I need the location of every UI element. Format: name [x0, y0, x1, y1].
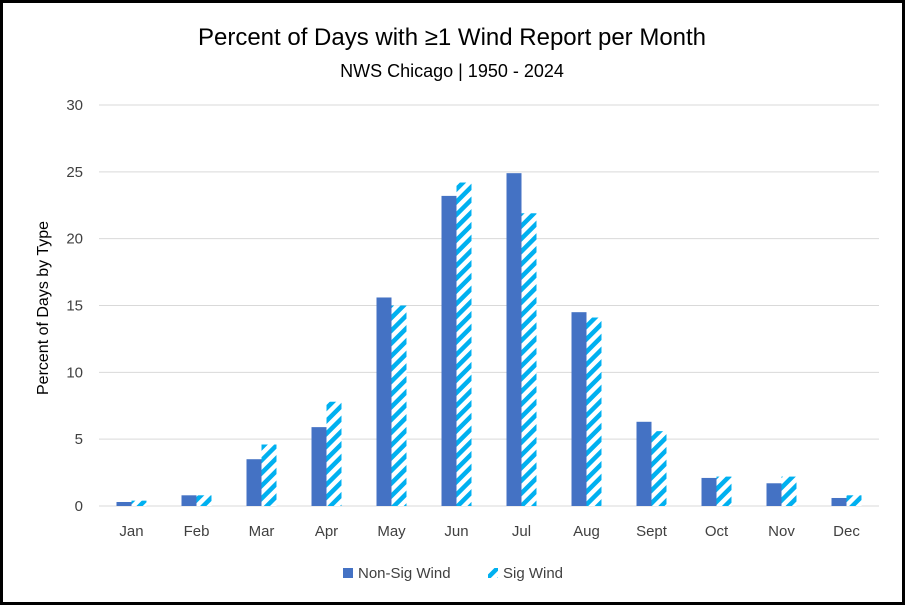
bar-non-sig-wind-oct: [701, 477, 717, 506]
x-tick-label: Nov: [768, 523, 795, 540]
bar-non-sig-wind-sept: [636, 421, 652, 506]
bar-sig-wind-aug: [586, 317, 602, 506]
bar-sig-wind-may: [391, 305, 407, 506]
bar-sig-wind-dec: [846, 495, 862, 506]
chart-title: Percent of Days with ≥1 Wind Report per …: [198, 24, 706, 51]
bar-non-sig-wind-dec: [831, 497, 847, 506]
x-tick-label: Feb: [184, 523, 210, 540]
x-tick-label: Apr: [315, 523, 338, 540]
legend-swatch-non-sig-wind: [343, 568, 353, 578]
bar-non-sig-wind-apr: [311, 427, 327, 506]
bar-sig-wind-oct: [716, 476, 732, 506]
legend-label-sig-wind: Sig Wind: [503, 565, 563, 582]
x-tick-label: Mar: [249, 523, 275, 540]
bar-non-sig-wind-mar: [246, 459, 262, 506]
bar-sig-wind-apr: [326, 401, 342, 506]
bar-sig-wind-mar: [261, 444, 277, 506]
x-tick-label: Jul: [512, 523, 531, 540]
bar-non-sig-wind-feb: [181, 495, 197, 506]
bar-sig-wind-jul: [521, 213, 537, 506]
x-tick-label: Aug: [573, 523, 600, 540]
chart-subtitle: NWS Chicago | 1950 - 2024: [340, 61, 564, 81]
y-tick-label: 20: [66, 231, 83, 248]
y-tick-label: 30: [66, 97, 83, 114]
bar-sig-wind-jun: [456, 182, 472, 506]
y-tick-label: 10: [66, 364, 83, 381]
x-tick-label: Jan: [119, 523, 143, 540]
bar-sig-wind-nov: [781, 476, 797, 506]
x-tick-label: Dec: [833, 523, 860, 540]
bar-sig-wind-jan: [131, 500, 147, 506]
legend-swatch-sig-wind: [488, 568, 498, 578]
chart-canvas: Percent of Days with ≥1 Wind Report per …: [35, 24, 879, 582]
x-tick-label: May: [377, 523, 406, 540]
x-tick-label: Oct: [705, 523, 729, 540]
y-tick-label: 5: [75, 431, 83, 448]
bar-non-sig-wind-jun: [441, 195, 457, 507]
bar-non-sig-wind-jan: [116, 501, 132, 506]
bar-sig-wind-feb: [196, 495, 212, 506]
bar-non-sig-wind-aug: [571, 312, 587, 506]
y-axis-label: Percent of Days by Type: [35, 221, 52, 395]
legend-label-non-sig-wind: Non-Sig Wind: [358, 565, 451, 582]
y-tick-label: 0: [75, 498, 83, 515]
y-tick-label: 15: [66, 298, 83, 315]
bar-non-sig-wind-may: [376, 297, 392, 506]
bar-non-sig-wind-jul: [506, 173, 522, 507]
x-tick-label: Jun: [444, 523, 468, 540]
bar-non-sig-wind-nov: [766, 483, 782, 506]
y-tick-label: 25: [66, 164, 83, 181]
bar-sig-wind-sept: [651, 431, 667, 506]
x-tick-label: Sept: [636, 523, 668, 540]
